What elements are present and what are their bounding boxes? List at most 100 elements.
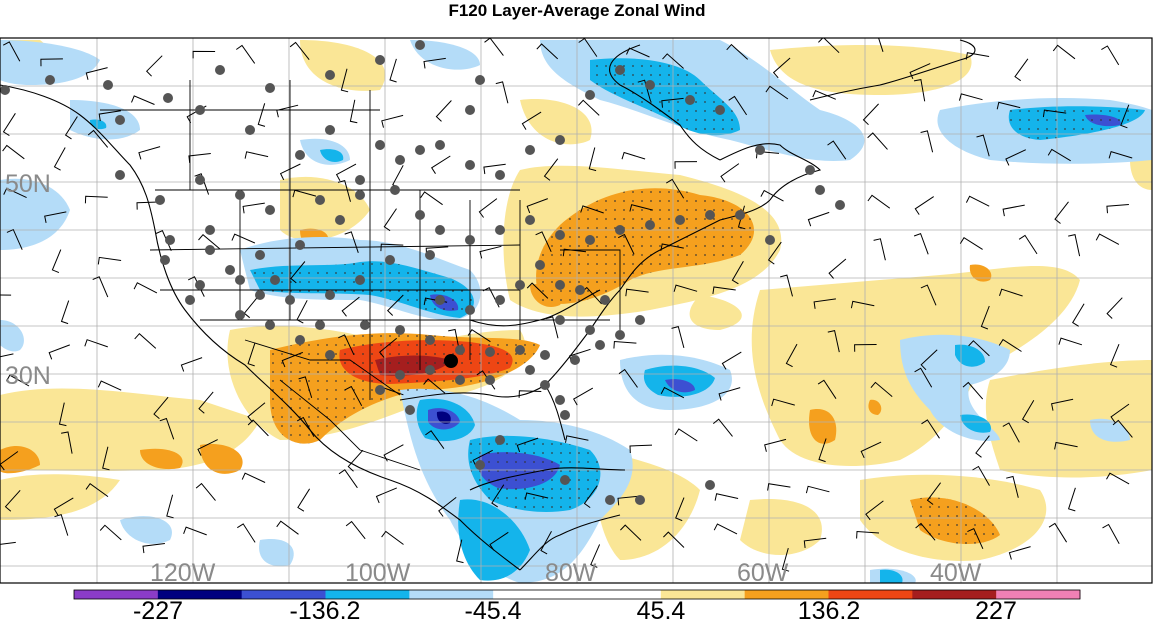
- wind-barb: [580, 205, 604, 214]
- wind-barb: [999, 288, 1023, 297]
- wind-barb: [483, 163, 506, 175]
- wind-barb: [1120, 104, 1130, 129]
- wind-barb: [289, 41, 310, 61]
- wind-barb: [478, 198, 498, 218]
- wind-barb: [159, 417, 175, 440]
- wind-barb: [980, 305, 990, 330]
- wind-barb: [713, 523, 738, 535]
- wind-barb: [386, 294, 404, 316]
- wind-barb: [629, 204, 654, 212]
- station-dot: [645, 220, 655, 230]
- wind-barb: [142, 543, 165, 554]
- station-dot: [195, 175, 205, 185]
- station-dot: [515, 345, 525, 355]
- wind-barb: [662, 53, 684, 69]
- colorbar-cell: [157, 590, 243, 599]
- lat-label-30n: 30N: [5, 362, 51, 390]
- station-dot: [525, 215, 535, 225]
- wind-barb: [3, 187, 27, 199]
- station-dot: [335, 215, 345, 225]
- colorbar-cell: [493, 590, 578, 599]
- wind-barb: [298, 376, 313, 399]
- station-dot: [495, 225, 505, 235]
- wind-barb: [166, 494, 174, 519]
- wind-barb: [621, 151, 646, 160]
- station-dot: [215, 65, 225, 75]
- wind-barb: [1109, 344, 1120, 368]
- wind-barb: [349, 99, 358, 124]
- wind-barb: [968, 340, 990, 357]
- station-dot: [265, 320, 275, 330]
- wind-barb: [0, 294, 12, 296]
- wind-barb: [1014, 58, 1029, 82]
- wind-barb: [1002, 422, 1020, 443]
- wind-barb: [231, 233, 256, 244]
- station-dot: [235, 275, 245, 285]
- station-dot: [495, 295, 505, 305]
- wind-barb: [383, 444, 404, 462]
- station-dot: [765, 235, 775, 245]
- station-dot: [485, 375, 495, 385]
- wind-barb: [276, 520, 299, 535]
- wind-barb: [812, 90, 836, 100]
- wind-barb: [5, 374, 30, 387]
- wind-barb: [134, 332, 157, 349]
- station-dot: [575, 285, 585, 295]
- lon-label-100w: 100W: [345, 559, 411, 587]
- wind-barb: [138, 146, 161, 160]
- wind-barb: [92, 276, 109, 298]
- wind-barb: [335, 163, 357, 182]
- lon-label-40w: 40W: [930, 559, 982, 587]
- colorbar-label: -227: [133, 597, 183, 622]
- wind-barb: [438, 497, 457, 517]
- station-dot: [395, 370, 405, 380]
- station-dot: [295, 335, 305, 345]
- wind-barb: [281, 351, 303, 368]
- wind-barb: [194, 173, 210, 195]
- station-dot: [540, 380, 550, 390]
- wind-barb: [1102, 523, 1120, 545]
- wind-barb: [435, 100, 452, 122]
- wind-barb: [914, 367, 933, 388]
- colorbar-cell: [996, 590, 1081, 599]
- station-dot: [595, 340, 605, 350]
- wind-barb: [1101, 45, 1120, 66]
- colorbar-cell: [912, 590, 997, 599]
- station-dot: [715, 105, 725, 115]
- wind-barb: [2, 113, 16, 137]
- wind-barb: [431, 155, 451, 174]
- wind-barb: [375, 487, 397, 504]
- station-dot: [315, 195, 325, 205]
- wind-barb: [97, 380, 122, 391]
- station-dot: [165, 235, 175, 245]
- lon-label-120w: 120W: [150, 559, 216, 587]
- wind-barb: [290, 261, 306, 284]
- station-dot: [385, 255, 395, 265]
- station-dot: [315, 320, 325, 330]
- colorbar-cell: [828, 590, 913, 599]
- wind-barb: [188, 153, 211, 163]
- wind-barb: [84, 339, 108, 348]
- wind-barb: [1112, 419, 1133, 438]
- station-dot: [295, 150, 305, 160]
- map-frame: [0, 37, 1153, 584]
- wind-barb: [714, 493, 739, 501]
- wind-barb: [247, 402, 266, 423]
- wind-barb: [728, 95, 748, 116]
- wind-barb: [920, 349, 938, 371]
- station-dot: [435, 295, 445, 305]
- station-dot: [205, 225, 215, 235]
- wind-barb: [1051, 398, 1074, 411]
- wind-barb: [626, 47, 650, 58]
- wind-barb: [338, 469, 358, 489]
- wind-barb: [153, 396, 169, 419]
- wind-barb: [818, 438, 827, 463]
- wind-barb: [660, 243, 684, 251]
- wind-barb: [296, 416, 315, 437]
- wind-barb: [1095, 233, 1120, 245]
- station-dot: [255, 250, 265, 260]
- colorbar-label: -45.4: [465, 597, 522, 622]
- wind-barb: [772, 57, 791, 79]
- wind-barb: [54, 513, 69, 536]
